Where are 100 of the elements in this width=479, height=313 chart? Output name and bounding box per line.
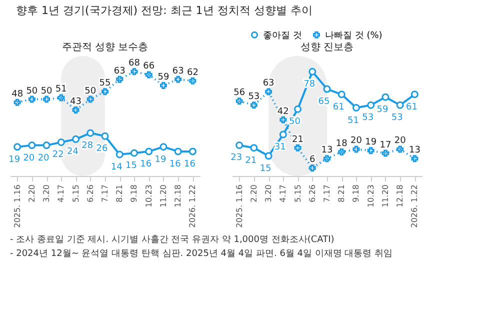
data-label: 53 xyxy=(248,92,260,102)
text: - 조사 종료일 기준 제시. 시기별 사흘간 전국 유권자 약 1,000명 전화조사(CATI) xyxy=(10,235,334,245)
x-tick-label: 12.18 xyxy=(174,184,183,208)
data-label: 61 xyxy=(406,102,418,112)
text: 향후 1년 경기(국가경제) 전망: 최근 1년 정치적 성향별 추이 xyxy=(16,4,312,17)
point xyxy=(411,155,418,162)
point xyxy=(72,135,80,143)
data-label: 48 xyxy=(12,89,24,100)
data-label: 15 xyxy=(260,164,272,174)
point xyxy=(236,141,244,149)
point xyxy=(86,129,94,137)
data-label: 63 xyxy=(262,78,274,89)
data-label: 61 xyxy=(332,102,344,112)
data-label: 20 xyxy=(350,136,362,146)
data-label: 63 xyxy=(114,66,126,76)
point xyxy=(367,101,375,109)
point xyxy=(160,82,167,89)
point xyxy=(102,88,108,96)
point xyxy=(294,144,302,152)
point xyxy=(308,68,316,76)
data-label: 68 xyxy=(128,58,140,69)
data-label: 50 xyxy=(84,86,96,96)
x-tick-label: 9.18 xyxy=(130,184,139,202)
point xyxy=(189,77,196,84)
point xyxy=(145,71,152,78)
point xyxy=(160,143,168,151)
data-label: 17 xyxy=(380,140,392,150)
data-label: 24 xyxy=(67,147,79,158)
point xyxy=(279,130,287,138)
x-tick-label: 8.21 xyxy=(337,184,346,202)
point xyxy=(352,104,360,112)
point xyxy=(14,98,21,106)
point xyxy=(86,96,94,103)
point xyxy=(265,88,272,96)
data-label: 28 xyxy=(82,141,94,152)
point xyxy=(145,148,153,156)
point xyxy=(130,149,138,157)
data-label: 53 xyxy=(362,113,374,124)
data-label: 51 xyxy=(348,116,359,126)
x-tick-label: 7.17 xyxy=(100,184,110,202)
chart-title: 주관적 성향 보수층 xyxy=(62,42,148,53)
point xyxy=(101,132,109,140)
point xyxy=(43,96,50,103)
point xyxy=(28,96,36,103)
point xyxy=(396,146,404,153)
x-tick-label: 10.23 xyxy=(144,184,154,208)
data-label: 19 xyxy=(365,138,377,148)
x-tick-label: 4.17 xyxy=(278,184,288,202)
x-tick-label: 2025. 1.16 xyxy=(234,184,244,228)
point xyxy=(338,148,346,156)
point xyxy=(308,164,316,172)
data-label: 63 xyxy=(172,66,184,76)
point xyxy=(188,148,196,156)
point xyxy=(352,146,360,153)
point xyxy=(324,155,330,162)
data-label: 21 xyxy=(292,134,304,145)
data-label: 20 xyxy=(394,136,406,146)
legend-label: 좋아질 것 xyxy=(263,30,302,41)
data-label: 65 xyxy=(318,97,330,108)
x-tick-label: 11.20 xyxy=(380,184,390,208)
point xyxy=(57,138,65,146)
data-label: 59 xyxy=(158,72,170,82)
x-tick-label: 8.21 xyxy=(115,184,124,202)
data-label: 18 xyxy=(336,138,348,149)
point xyxy=(130,68,138,76)
x-tick-label: 11.20 xyxy=(158,184,168,208)
data-label: 50 xyxy=(40,86,53,96)
point xyxy=(72,106,80,114)
x-tick-label: 3.20 xyxy=(42,184,52,202)
data-label: 56 xyxy=(234,88,246,98)
x-tick-label: 5.15 xyxy=(71,184,80,202)
data-label: 50 xyxy=(26,86,38,96)
data-label: 22 xyxy=(52,150,64,160)
data-label: 19 xyxy=(8,154,20,165)
data-label: 43 xyxy=(70,97,82,108)
point xyxy=(264,152,272,160)
data-label: 42 xyxy=(277,106,289,117)
point xyxy=(42,142,50,150)
point xyxy=(116,150,124,158)
data-label: 16 xyxy=(140,159,152,170)
data-label: 6 xyxy=(310,154,316,165)
data-label: 16 xyxy=(184,159,196,170)
point xyxy=(294,105,302,113)
data-label: 14 xyxy=(110,162,123,173)
data-label: 21 xyxy=(245,156,257,166)
x-tick-label: 2025. 1.16 xyxy=(12,184,22,228)
point xyxy=(367,147,374,154)
point xyxy=(28,142,36,150)
point xyxy=(174,148,182,156)
point xyxy=(14,143,22,151)
x-tick-label: 5.15 xyxy=(293,184,302,202)
data-label: 62 xyxy=(186,68,198,78)
text: - 2024년 12월~ 윤석열 대통령 탄핵 심판. 2025년 4월 4일 파면. 6월 4일 이재명 대통령 취임 xyxy=(10,249,393,259)
x-tick-label: 2026. 1.22 xyxy=(410,184,420,228)
point xyxy=(410,90,418,98)
data-label: 13 xyxy=(321,146,333,156)
legend-label: 나빠질 것 (%) xyxy=(325,30,382,41)
point xyxy=(338,90,346,98)
data-label: 16 xyxy=(169,159,182,170)
x-tick-label: 2.20 xyxy=(27,184,36,202)
